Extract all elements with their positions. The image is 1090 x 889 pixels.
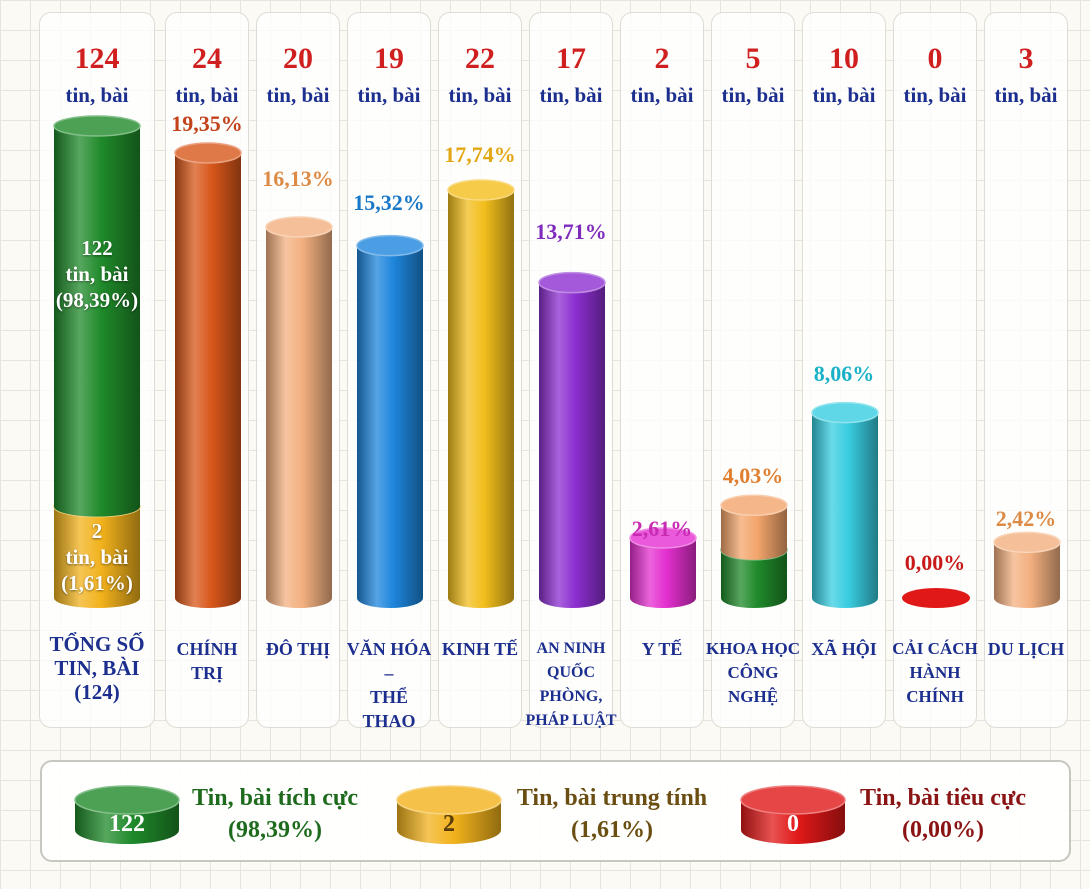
pct-xa-hoi: 8,06% [813,361,875,386]
bar-đô-thị [265,216,333,608]
unit-do-thi: tin, bài [266,83,330,107]
label-du-lich: DU LỊCH [987,639,1065,659]
legend [40,760,1071,862]
label-an-ninh: AN NINH QUỐC PHÒNG, PHÁP LUẬT [525,640,617,729]
count-do-thi: 20 [283,42,313,75]
count-kinh-te: 22 [465,42,495,75]
legend-negative-label: Tin, bài tiêu cực [860,785,1026,811]
unit-chinh-tri: tin, bài [175,83,239,107]
unit-khoa-hoc: tin, bài [721,83,785,107]
pct-chinh-tri: 19,35% [171,111,243,136]
legend-positive-label: Tin, bài tích cực [192,785,358,811]
total-positive-segment [53,115,141,517]
unit-du-lich: tin, bài [994,83,1058,107]
legend-negative-value: 0 [787,811,799,837]
count-du-lich: 3 [1018,42,1034,75]
card-xa-hoi: 10 tin, bài [802,12,886,728]
pct-kinh-te: 17,74% [444,142,516,167]
label-xa-hoi: XÃ HỘI [811,639,877,659]
label-total: TỔNG SỐ TIN, BÀI (124) [49,632,145,704]
total-unit: tin, bài [65,83,129,107]
pct-do-thi: 16,13% [262,166,334,191]
total-count: 124 [74,42,120,75]
count-an-ninh: 17 [556,42,586,75]
unit-van-hoa: tin, bài [357,83,421,107]
unit-y-te: tin, bài [630,83,694,107]
count-chinh-tri: 24 [192,42,222,75]
legend-positive-value: 122 [109,811,145,837]
bar-an-ninh-quốc-phòng-pháp-luật [538,271,606,608]
card-du-lich: 3 tin, bài [984,12,1068,728]
legend-neutral-label: Tin, bài trung tính [516,785,708,811]
legend-neutral-value: 2 [443,811,455,837]
bar-văn-hóa-thể-thao [356,234,424,608]
pct-cai-cach: 0,00% [904,550,966,575]
card-khoa-hoc: 5 tin, bài [711,12,795,728]
count-xa-hoi: 10 [829,42,859,75]
bar-y-tế [629,527,697,608]
unit-an-ninh: tin, bài [539,83,603,107]
pct-van-hoa: 15,32% [353,190,425,215]
bar-chính-trị [174,142,242,608]
label-kinh-te: KINH TẾ [441,639,519,659]
bar-kinh-tế [447,179,515,609]
pct-an-ninh: 13,71% [535,219,607,244]
count-y-te: 2 [654,42,670,75]
legend-swatch-2 [740,785,846,844]
count-van-hoa: 19 [374,42,404,75]
unit-xa-hoi: tin, bài [812,83,876,107]
label-do-thi: ĐÔ THỊ [265,639,331,659]
count-khoa-hoc: 5 [745,42,761,75]
card-cai-cach: 0 tin, bài [893,12,977,728]
label-cai-cach: CẢI CÁCH HÀNH CHÍNH [892,639,978,706]
unit-kinh-te: tin, bài [448,83,512,107]
card-y-te: 2 tin, bài [620,12,704,728]
legend-swatch-0 [74,785,180,844]
bar-xã-hội [811,401,879,608]
bar-du-lịch [993,531,1061,608]
label-chinh-tri: CHÍNH TRỊ [176,639,238,683]
label-y-te: Y TẾ [641,639,683,659]
bar-cải-cách-hành-chính [902,588,970,608]
legend-swatch-1 [396,785,502,844]
bar-khoa-học-công-nghệ-top [720,494,788,560]
count-cai-cach: 0 [927,42,943,75]
total-neutral-label: 2 tin, bài (1,61%) [61,519,133,595]
legend-neutral-percent: (1,61%) [571,817,653,843]
legend-positive-percent: (98,39%) [228,817,322,843]
pct-khoa-hoc: 4,03% [722,463,784,488]
legend-negative-percent: (0,00%) [902,817,984,843]
pct-y-te: 2,61% [631,516,693,541]
pct-du-lich: 2,42% [995,506,1057,531]
total-positive-label: 122 tin, bài (98,39%) [55,236,139,312]
label-van-hoa: VĂN HÓA – THỂ THAO [346,639,432,731]
label-khoa-hoc: KHOA HỌC CÔNG NGHỆ [706,639,800,706]
unit-cai-cach: tin, bài [903,83,967,107]
